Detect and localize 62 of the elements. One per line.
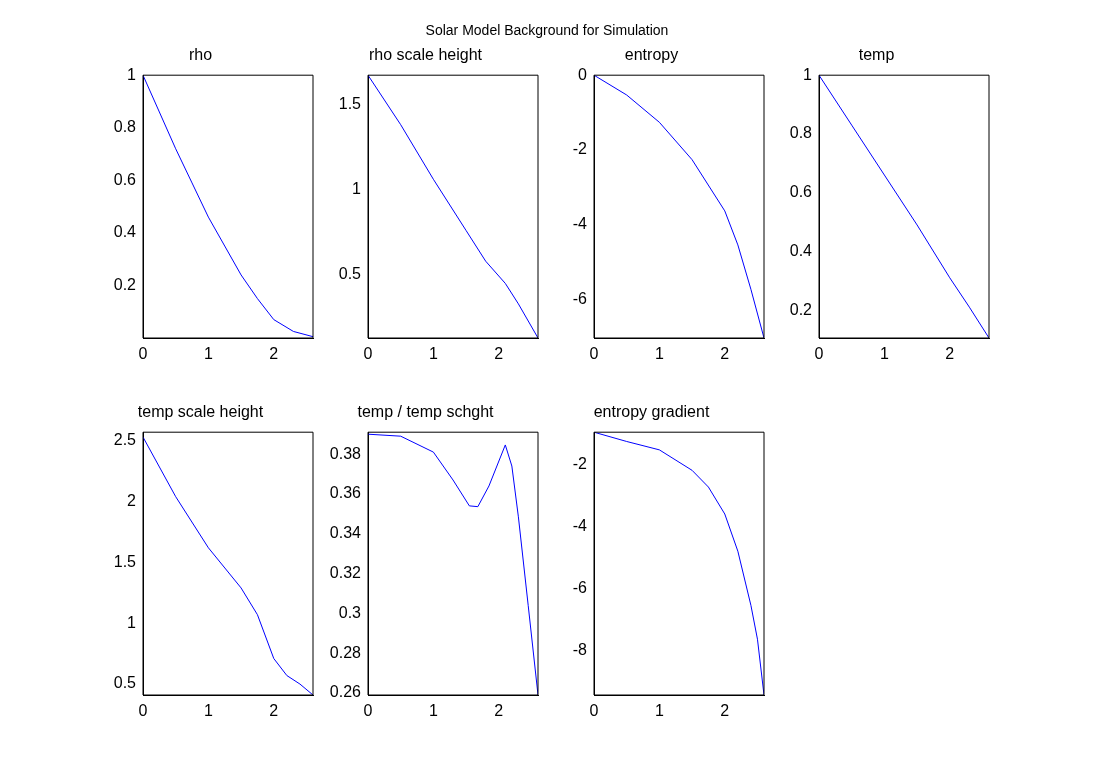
x-tick-label: 0	[589, 345, 599, 363]
x-tick-label: 0	[589, 702, 599, 720]
x-tick-label: 2	[720, 702, 730, 720]
x-tick-label: 1	[879, 345, 889, 363]
y-tick-label: 0.6	[113, 170, 137, 188]
y-tick-label: 1	[127, 613, 137, 631]
x-tick-label: 2	[720, 345, 730, 363]
y-tick-label: -6	[572, 289, 588, 307]
chart-title: temp	[858, 46, 895, 64]
y-tick-label: 0.36	[329, 484, 362, 502]
text: Solar Model Background for Simulation	[424, 22, 670, 38]
x-tick-label: 1	[428, 702, 438, 720]
y-tick-label: 2	[127, 491, 137, 509]
x-tick-label: 0	[363, 345, 373, 363]
x-tick-label: 0	[138, 702, 148, 720]
y-tick-label: -4	[572, 516, 588, 534]
y-tick-label: 0.34	[329, 524, 362, 542]
y-tick-label: 1	[127, 65, 137, 83]
y-tick-label: -4	[572, 215, 588, 233]
y-tick-label: 0.26	[329, 683, 362, 701]
x-tick-label: 2	[494, 702, 504, 720]
x-tick-label: 1	[203, 702, 213, 720]
y-tick-label: 0.8	[113, 118, 137, 136]
x-tick-label: 2	[269, 345, 279, 363]
chart-title: rho	[188, 46, 213, 64]
y-tick-label: 1.5	[338, 94, 362, 112]
chart-title: temp scale height	[137, 403, 264, 421]
y-tick-label: -2	[572, 454, 588, 472]
x-tick-label: 1	[654, 345, 664, 363]
chart-title: rho scale height	[369, 46, 483, 64]
y-tick-label: 0.3	[338, 603, 362, 621]
x-tick-label: 1	[654, 702, 664, 720]
x-tick-label: 0	[814, 345, 824, 363]
y-tick-label: 0.2	[113, 275, 137, 293]
y-tick-label: 0.28	[329, 643, 362, 661]
y-tick-label: 0.4	[789, 241, 813, 259]
y-tick-label: 0.32	[329, 563, 362, 581]
y-tick-label: 0.4	[113, 223, 137, 241]
x-tick-label: 2	[494, 345, 504, 363]
y-tick-label: 1	[803, 65, 813, 83]
y-tick-label: -2	[572, 140, 588, 158]
chart-title: temp / temp schght	[357, 403, 495, 421]
y-tick-label: 0.8	[789, 124, 813, 142]
y-tick-label: 0.2	[789, 300, 813, 318]
y-tick-label: 1.5	[113, 552, 137, 570]
y-tick-label: 2.5	[113, 431, 137, 449]
y-tick-label: 0	[578, 65, 588, 83]
y-tick-label: 1	[352, 179, 362, 197]
x-tick-label: 1	[203, 345, 213, 363]
y-tick-label: -8	[572, 640, 588, 658]
x-tick-label: 1	[428, 345, 438, 363]
x-tick-label: 2	[945, 345, 955, 363]
x-tick-label: 2	[269, 702, 279, 720]
chart-title: entropy gradient	[593, 403, 710, 421]
y-tick-label: -6	[572, 578, 588, 596]
x-tick-label: 0	[363, 702, 373, 720]
chart-title: entropy	[624, 46, 679, 64]
y-tick-label: 0.6	[789, 183, 813, 201]
y-tick-label: 0.5	[113, 674, 137, 692]
y-tick-label: 0.5	[338, 265, 362, 283]
y-tick-label: 0.38	[329, 444, 362, 462]
x-tick-label: 0	[138, 345, 148, 363]
